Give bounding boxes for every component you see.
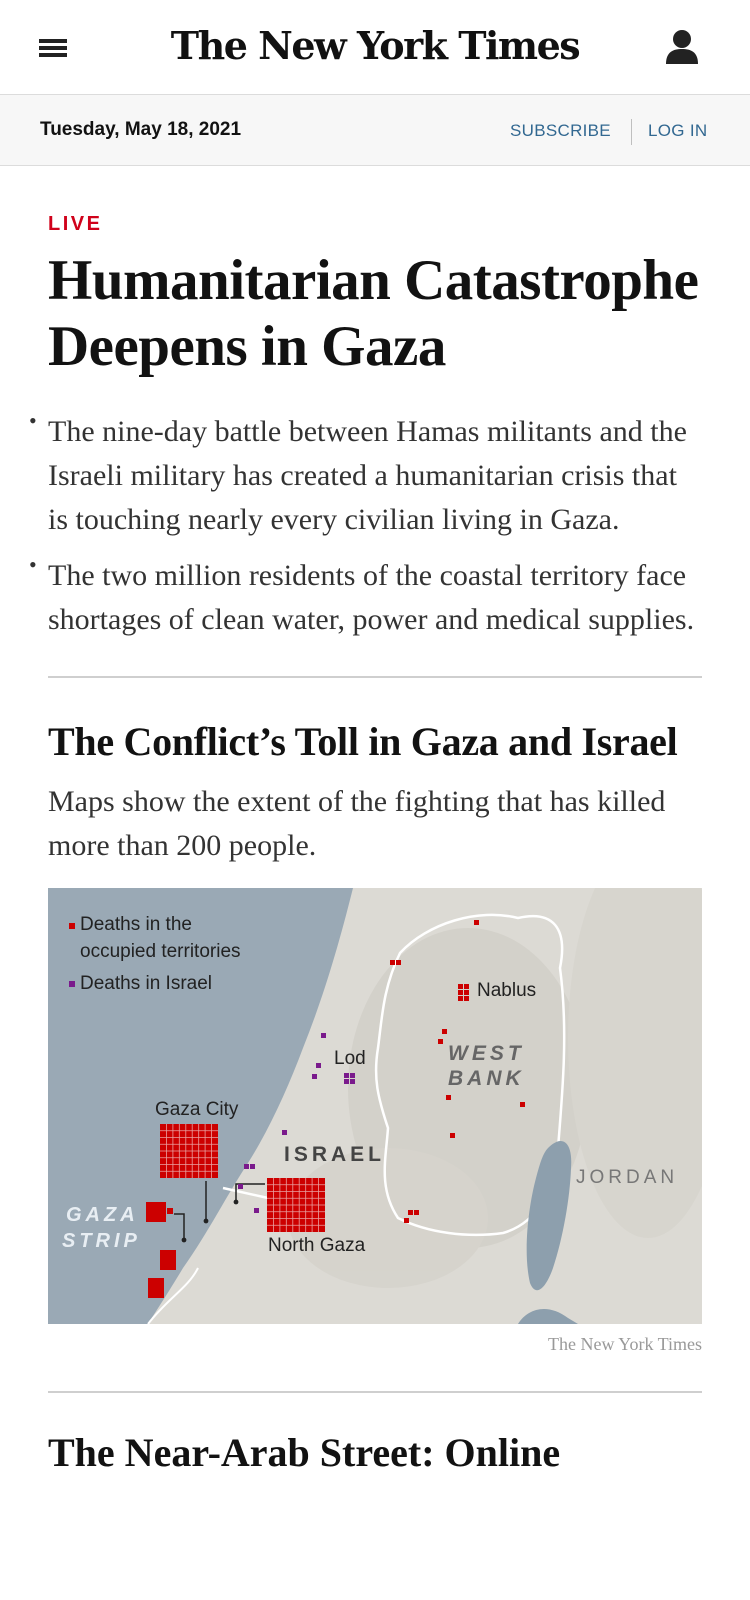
summary-item: • The nine-day battle between Hamas mili…: [29, 410, 702, 542]
gaza-strip-label-2: STRIP: [62, 1230, 141, 1252]
map-graphic: Deaths in the occupied territories Death…: [48, 888, 702, 1324]
legend-occupied-label-2: occupied territories: [80, 941, 241, 962]
relief-shading: [288, 888, 702, 1288]
gaza-leader-line: [174, 1213, 185, 1238]
masthead: The New York Times: [0, 0, 750, 95]
gaza-strip-label-1: GAZA: [66, 1204, 139, 1226]
north-gaza-label: North Gaza: [268, 1235, 366, 1256]
israel-label: ISRAEL: [284, 1143, 385, 1166]
mediterranean-sea: [48, 888, 353, 1324]
west-bank-deaths-markers: [390, 920, 525, 1223]
next-section-title[interactable]: The Near-Arab Street: Online: [48, 1430, 561, 1475]
article-content: LIVE Humanitarian Catastrophe Deepens in…: [29, 210, 702, 1477]
user-account-icon[interactable]: [664, 28, 700, 66]
section-title[interactable]: The Conflict’s Toll in Gaza and Israel: [48, 719, 678, 764]
article-summary-list: • The nine-day battle between Hamas mili…: [29, 410, 702, 642]
current-date: Tuesday, May 18, 2021: [40, 119, 242, 140]
lod-label: Lod: [334, 1048, 366, 1069]
datebar-divider: [631, 119, 632, 145]
israel-border: [147, 1267, 199, 1324]
gulf: [518, 1309, 578, 1324]
section-divider: [48, 676, 702, 678]
date-bar: Tuesday, May 18, 2021 SUBSCRIBE LOG IN: [0, 95, 750, 166]
israel-deaths-markers: [238, 1033, 355, 1213]
login-link[interactable]: LOG IN: [648, 121, 708, 140]
legend-occupied-label: Deaths in the: [80, 914, 192, 935]
north-gaza-grid: [267, 1178, 325, 1232]
gaza-city-label: Gaza City: [155, 1099, 239, 1120]
conflict-map[interactable]: Deaths in the occupied territories Death…: [48, 888, 702, 1324]
summary-text: The nine-day battle between Hamas milita…: [48, 415, 687, 536]
nyt-logo[interactable]: The New York Times: [170, 23, 581, 68]
legend-occupied-swatch: [69, 923, 75, 929]
article-headline[interactable]: Humanitarian Catastrophe Deepens in Gaza: [48, 249, 699, 378]
hamburger-menu-icon[interactable]: [36, 34, 70, 60]
subscribe-link[interactable]: SUBSCRIBE: [510, 121, 611, 140]
bullet-icon: •: [29, 552, 37, 577]
section-description: Maps show the extent of the fighting tha…: [48, 785, 666, 862]
summary-text: The two million residents of the coastal…: [48, 559, 695, 636]
section-divider: [48, 1391, 702, 1393]
map-credit: The New York Times: [547, 1334, 702, 1354]
bullet-icon: •: [29, 408, 37, 433]
west-bank-label-2: BANK: [448, 1067, 525, 1090]
gaza-strip-deaths: [146, 1202, 176, 1298]
jordan-label: JORDAN: [576, 1167, 678, 1188]
west-bank-label-1: WEST: [448, 1042, 525, 1065]
gaza-city-grid: [160, 1124, 218, 1178]
nablus-label: Nablus: [477, 980, 536, 1001]
legend-israel-swatch: [69, 981, 75, 987]
dead-sea: [526, 1140, 572, 1291]
west-bank-border: [374, 913, 566, 1237]
summary-item: • The two million residents of the coast…: [29, 554, 702, 642]
live-badge: LIVE: [48, 213, 103, 235]
north-gaza-leader-line: [235, 1183, 265, 1200]
legend-israel-label: Deaths in Israel: [80, 973, 212, 994]
